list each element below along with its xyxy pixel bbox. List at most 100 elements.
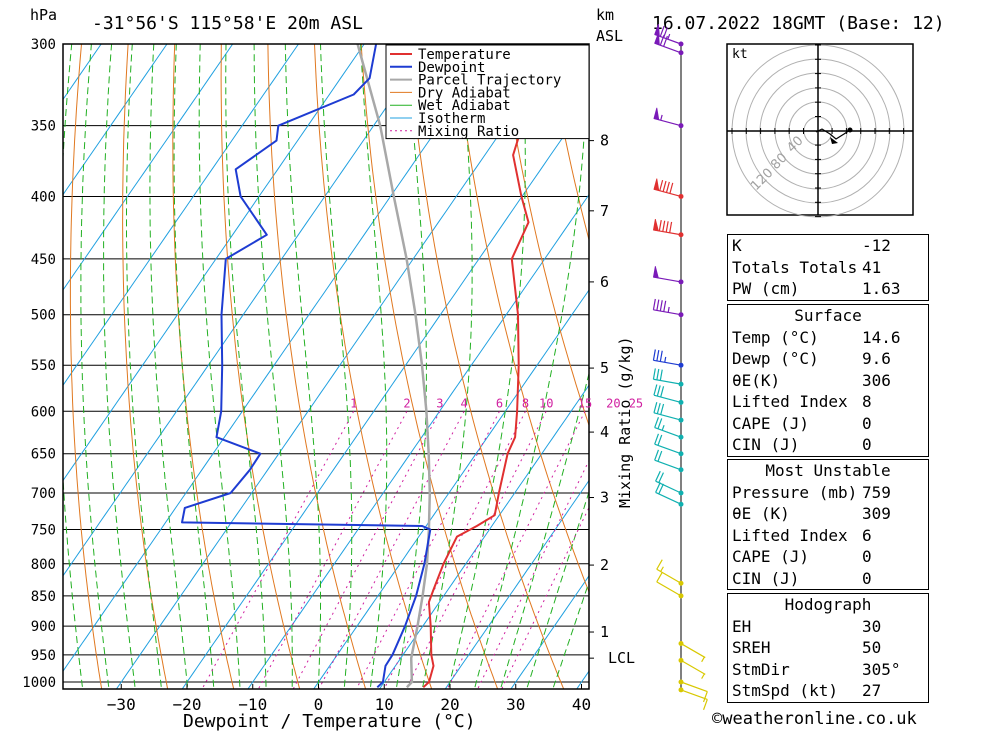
table-row: θE (K) 309 [728, 503, 928, 525]
pressure-tick-label: 550 [31, 358, 56, 374]
pressure-tick-label: 400 [31, 189, 56, 205]
mixing-ratio-label: 15 [578, 396, 592, 410]
copyright-text: ©weatheronline.co.uk [712, 709, 917, 729]
row-key: Pressure (mb) [732, 482, 858, 502]
mixing-ratio-line [292, 411, 441, 689]
profile-lines [181, 44, 537, 689]
dry-adiabat [547, 44, 589, 242]
pressure-tick-label: 1000 [22, 675, 56, 691]
dry-adiabat [500, 44, 589, 427]
background-lines [63, 44, 1000, 698]
wet-adiabat [149, 44, 189, 689]
dry-adiabat [69, 44, 103, 689]
wind-barb [654, 32, 684, 56]
x-axis-label: Dewpoint / Temperature (°C) [183, 711, 476, 732]
table-row: SREH 50 [728, 637, 928, 659]
row-key: StmDir [732, 659, 790, 679]
wet-adiabat [552, 580, 589, 689]
km-unit-label: km [596, 6, 614, 24]
row-value: 41 [862, 257, 882, 277]
table-row: Lifted Index 6 [728, 525, 928, 547]
wind-barb [653, 402, 684, 423]
isotherm [63, 44, 234, 291]
mixing-ratio-label: 6 [496, 396, 503, 410]
legend-entry: Mixing Ratio [418, 124, 519, 140]
indices-table: K -12 Totals Totals 41 PW (cm) 1.63 [727, 234, 929, 301]
row-value: -12 [862, 236, 891, 255]
dry-adiabat [921, 44, 1000, 698]
legend-entry: Isotherm [418, 111, 485, 127]
table-row: StmSpd (kt) 27 [728, 680, 928, 702]
isotherm [115, 44, 562, 689]
row-value: 9.6 [862, 349, 891, 368]
wind-profile [652, 23, 708, 711]
table-row: CAPE (J) 0 [728, 413, 928, 435]
wind-barb [653, 384, 684, 405]
dry-adiabat [267, 44, 367, 689]
wet-adiabat [526, 490, 589, 689]
row-key: PW (cm) [732, 279, 800, 298]
row-value: 305° [862, 659, 901, 679]
mixing-ratio-label: 25 [629, 396, 643, 410]
row-key: SREH [732, 638, 771, 657]
temperature-tick-label: −10 [238, 695, 267, 714]
row-key: K [732, 236, 742, 255]
wind-barb [652, 298, 684, 318]
wind-barb [678, 687, 708, 711]
pressure-tick-label: 650 [31, 447, 56, 463]
wet-adiabat [395, 44, 427, 689]
wet-adiabat [173, 44, 215, 689]
wet-adiabat [500, 371, 589, 689]
wind-barb [656, 559, 684, 586]
isotherm [378, 384, 589, 689]
mixing-ratio-line [446, 411, 586, 689]
height-tick-label: 4 [600, 423, 609, 441]
height-tick-label: 2 [600, 556, 609, 574]
wind-barb [652, 349, 684, 368]
wind-barb [652, 368, 684, 387]
mixing-ratio-label: 8 [522, 396, 529, 410]
legend-entry: Dewpoint [418, 60, 485, 76]
wet-adiabat [63, 44, 84, 689]
surface-table: Surface Temp (°C) 14.6 Dewp (°C) 9.6 θE(K) 306… [727, 304, 929, 457]
pressure-tick-label: 700 [31, 486, 56, 502]
wet-adiabat [103, 44, 136, 689]
row-value: 0 [862, 568, 872, 588]
pressure-tick-label: 850 [31, 589, 56, 605]
isotherm [444, 479, 589, 689]
table-title: Surface [794, 306, 862, 325]
dry-adiabat [967, 44, 1000, 698]
pressure-tick-label: 500 [31, 308, 56, 324]
legend-entry: Temperature [418, 47, 511, 63]
isotherm [181, 98, 589, 689]
wind-barb [652, 218, 684, 238]
wind-barb [652, 266, 684, 285]
wet-adiabat [284, 44, 322, 689]
wet-adiabat [198, 44, 241, 689]
dewpoint-line [181, 44, 432, 689]
row-value: 306 [862, 370, 891, 390]
height-tick-label: 3 [600, 489, 609, 507]
temperature-tick-label: 30 [506, 695, 525, 714]
table-row: CIN (J) 0 [728, 568, 928, 590]
asl-unit-label: ASL [596, 27, 623, 45]
table-row: Dewp (°C) 9.6 [728, 348, 928, 370]
row-value: 0 [862, 413, 872, 433]
isotherm [63, 44, 431, 577]
wind-barb [654, 449, 684, 473]
pressure-tick-label: 600 [31, 404, 56, 420]
most-unstable-table: Most Unstable Pressure (mb) 759 θE (K) 309 Li… [727, 459, 929, 590]
table-row: EH 30 [728, 616, 928, 638]
wet-adiabat [447, 44, 526, 689]
row-value: 8 [862, 392, 872, 411]
mixing-ratio-label: 3 [436, 396, 443, 410]
row-value: 0 [862, 435, 872, 454]
pressure-tick-label: 300 [31, 37, 56, 53]
hodograph-unit: kt [732, 47, 748, 62]
hodograph-table: Hodograph EH 30 SREH 50 StmDir 305° StmSpd (kt)… [727, 593, 929, 703]
mixing-ratio-axis-label: Mixing Ratio (g/kg) [616, 336, 634, 508]
pressure-tick-label: 950 [31, 648, 56, 664]
isotherm [313, 289, 589, 689]
wet-adiabat [225, 44, 267, 689]
